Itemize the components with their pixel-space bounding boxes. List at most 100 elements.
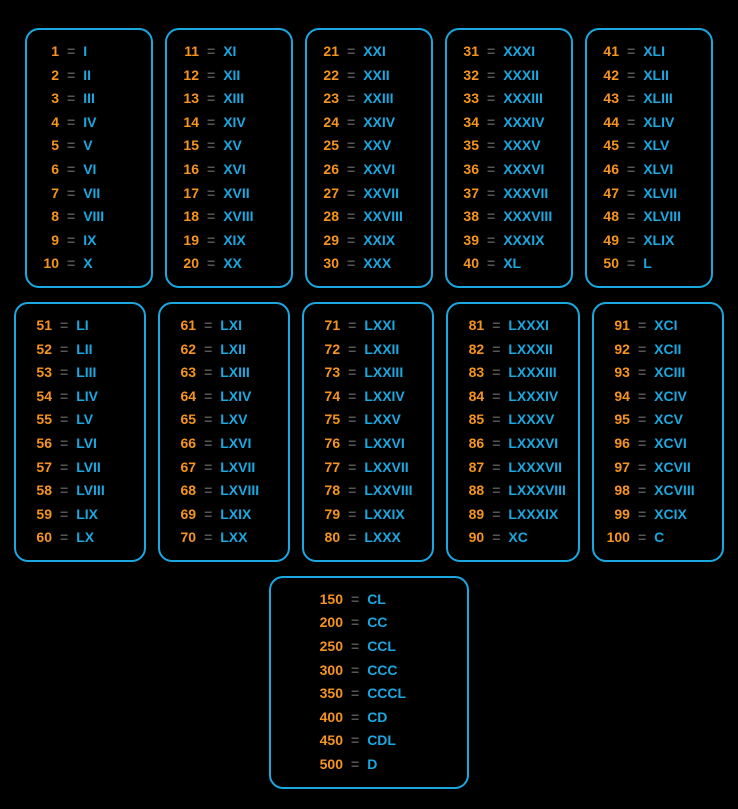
numeral-entry: 10=X [39, 254, 139, 274]
roman-numeral: LIV [76, 387, 98, 407]
numeral-entry: 22=XXII [319, 66, 419, 86]
equals-sign: = [207, 254, 215, 274]
numeral-entry: 45=XLV [599, 136, 699, 156]
roman-numeral: X [83, 254, 92, 274]
numeral-entry: 100=C [606, 528, 710, 548]
numeral-entry: 97=XCVII [606, 458, 710, 478]
arabic-number: 66 [172, 434, 196, 454]
numeral-entry: 21=XXI [319, 42, 419, 62]
roman-numeral: XXII [363, 66, 389, 86]
roman-numeral: V [83, 136, 92, 156]
equals-sign: = [351, 708, 359, 728]
arabic-number: 83 [460, 363, 484, 383]
roman-numeral: XCIX [654, 505, 687, 525]
equals-sign: = [627, 66, 635, 86]
equals-sign: = [347, 89, 355, 109]
roman-numeral: XXV [363, 136, 391, 156]
roman-numeral: LIX [76, 505, 98, 525]
equals-sign: = [487, 160, 495, 180]
arabic-number: 5 [39, 136, 59, 156]
roman-numeral: I [83, 42, 87, 62]
roman-numeral: XIV [223, 113, 246, 133]
roman-numeral: XLI [643, 42, 665, 62]
arabic-number: 82 [460, 340, 484, 360]
roman-numeral: XXXIV [503, 113, 544, 133]
roman-numeral: XVIII [223, 207, 253, 227]
roman-numeral: LVI [76, 434, 97, 454]
numeral-entry: 39=XXXIX [459, 231, 559, 251]
numeral-entry: 23=XXIII [319, 89, 419, 109]
numeral-entry: 87=LXXXVII [460, 458, 566, 478]
equals-sign: = [60, 410, 68, 430]
roman-numeral: XXVII [363, 184, 399, 204]
roman-numeral: XXXI [503, 42, 535, 62]
roman-numeral: LXV [220, 410, 247, 430]
arabic-number: 78 [316, 481, 340, 501]
equals-sign: = [60, 387, 68, 407]
equals-sign: = [204, 363, 212, 383]
roman-numeral: XC [508, 528, 527, 548]
numeral-entry: 6=VI [39, 160, 139, 180]
numeral-entry: 72=LXXII [316, 340, 420, 360]
roman-numeral: LXXVII [364, 458, 408, 478]
arabic-number: 18 [179, 207, 199, 227]
equals-sign: = [67, 160, 75, 180]
roman-numeral: XLVIII [643, 207, 681, 227]
numeral-entry: 350=CCCL [283, 684, 455, 704]
roman-numeral: XLIV [643, 113, 674, 133]
equals-sign: = [67, 89, 75, 109]
numeral-entry: 1=I [39, 42, 139, 62]
equals-sign: = [204, 528, 212, 548]
arabic-number: 44 [599, 113, 619, 133]
equals-sign: = [348, 481, 356, 501]
numeral-entry: 300=CCC [283, 661, 455, 681]
roman-numeral: XXIV [363, 113, 395, 133]
equals-sign: = [627, 113, 635, 133]
equals-sign: = [347, 160, 355, 180]
arabic-number: 57 [28, 458, 52, 478]
roman-numeral: XXXIX [503, 231, 544, 251]
numeral-entry: 79=LXXIX [316, 505, 420, 525]
arabic-number: 74 [316, 387, 340, 407]
roman-numeral: VII [83, 184, 100, 204]
roman-numeral: LXXVIII [364, 481, 412, 501]
arabic-number: 11 [179, 42, 199, 62]
arabic-number: 37 [459, 184, 479, 204]
roman-numeral: LX [76, 528, 94, 548]
numeral-entry: 51=LI [28, 316, 132, 336]
numeral-card: 21=XXI22=XXII23=XXIII24=XXIV25=XXV26=XXV… [305, 28, 433, 288]
numeral-entry: 40=XL [459, 254, 559, 274]
equals-sign: = [487, 136, 495, 156]
equals-sign: = [207, 89, 215, 109]
numeral-entry: 54=LIV [28, 387, 132, 407]
roman-numeral: XCVI [654, 434, 687, 454]
numeral-entry: 200=CC [283, 613, 455, 633]
numeral-entry: 90=XC [460, 528, 566, 548]
arabic-number: 21 [319, 42, 339, 62]
equals-sign: = [627, 184, 635, 204]
arabic-number: 100 [606, 528, 630, 548]
equals-sign: = [207, 231, 215, 251]
equals-sign: = [207, 160, 215, 180]
arabic-number: 46 [599, 160, 619, 180]
arabic-number: 62 [172, 340, 196, 360]
roman-numeral: XXXVI [503, 160, 544, 180]
arabic-number: 73 [316, 363, 340, 383]
numeral-entry: 69=LXIX [172, 505, 276, 525]
equals-sign: = [638, 410, 646, 430]
equals-sign: = [204, 481, 212, 501]
arabic-number: 36 [459, 160, 479, 180]
numeral-entry: 38=XXXVIII [459, 207, 559, 227]
equals-sign: = [347, 184, 355, 204]
roman-numeral: XXXVII [503, 184, 548, 204]
arabic-number: 75 [316, 410, 340, 430]
numeral-entry: 61=LXI [172, 316, 276, 336]
roman-numeral: LI [76, 316, 88, 336]
arabic-number: 48 [599, 207, 619, 227]
numeral-entry: 77=LXXVII [316, 458, 420, 478]
equals-sign: = [67, 42, 75, 62]
chart-row-1: 1=I2=II3=III4=IV5=V6=VI7=VII8=VIII9=IX10… [14, 28, 724, 288]
equals-sign: = [348, 363, 356, 383]
numeral-entry: 60=LX [28, 528, 132, 548]
numeral-entry: 44 = XLIV [599, 113, 699, 133]
